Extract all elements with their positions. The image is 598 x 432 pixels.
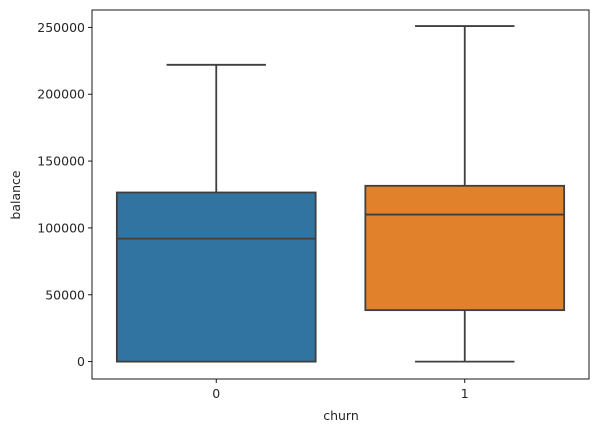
plot-frame xyxy=(91,9,590,380)
iqr-box xyxy=(364,184,566,312)
y-axis-label: balance xyxy=(8,170,23,220)
box-0 xyxy=(115,63,317,363)
y-tick-label: 250000 xyxy=(37,20,85,35)
y-tick-label: 150000 xyxy=(37,154,85,169)
x-tick-label: 0 xyxy=(212,386,220,401)
x-tick-label: 1 xyxy=(461,386,469,401)
y-tick-label: 50000 xyxy=(45,287,85,302)
y-tick-label: 200000 xyxy=(37,87,85,102)
iqr-box xyxy=(115,191,317,363)
y-tick-label: 0 xyxy=(77,354,85,369)
box-1 xyxy=(364,25,566,363)
y-tick-label: 100000 xyxy=(37,220,85,235)
plot-area xyxy=(115,25,566,363)
x-axis-label: churn xyxy=(323,408,359,423)
axes: 0 50000 100000 150000 200000 250000 0 1 xyxy=(37,9,590,401)
